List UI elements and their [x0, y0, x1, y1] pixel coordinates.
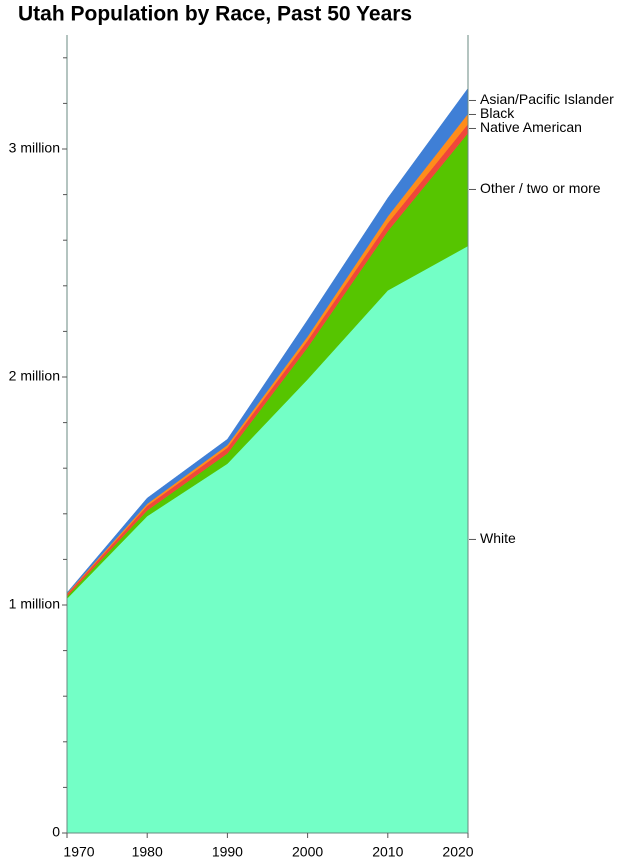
legend-label: Asian/Pacific Islander: [480, 91, 614, 107]
legend-label: White: [480, 530, 516, 546]
x-tick-label: 2000: [292, 844, 323, 860]
y-tick-label: 0: [52, 824, 60, 840]
y-tick-label: 1 million: [9, 596, 60, 612]
legend-label: Other / two or more: [480, 180, 601, 196]
x-tick-label: 2020: [442, 844, 473, 860]
legend-label: Black: [480, 105, 515, 121]
x-tick-label: 1970: [63, 844, 94, 860]
chart-title: Utah Population by Race, Past 50 Years: [18, 3, 412, 26]
x-tick-label: 1990: [212, 844, 243, 860]
x-tick-label: 1980: [132, 844, 163, 860]
y-tick-label: 3 million: [9, 140, 60, 156]
x-tick-label: 2010: [372, 844, 403, 860]
area: [66, 245, 469, 834]
legend-label: Native American: [480, 119, 582, 135]
y-tick-label: 2 million: [9, 368, 60, 384]
